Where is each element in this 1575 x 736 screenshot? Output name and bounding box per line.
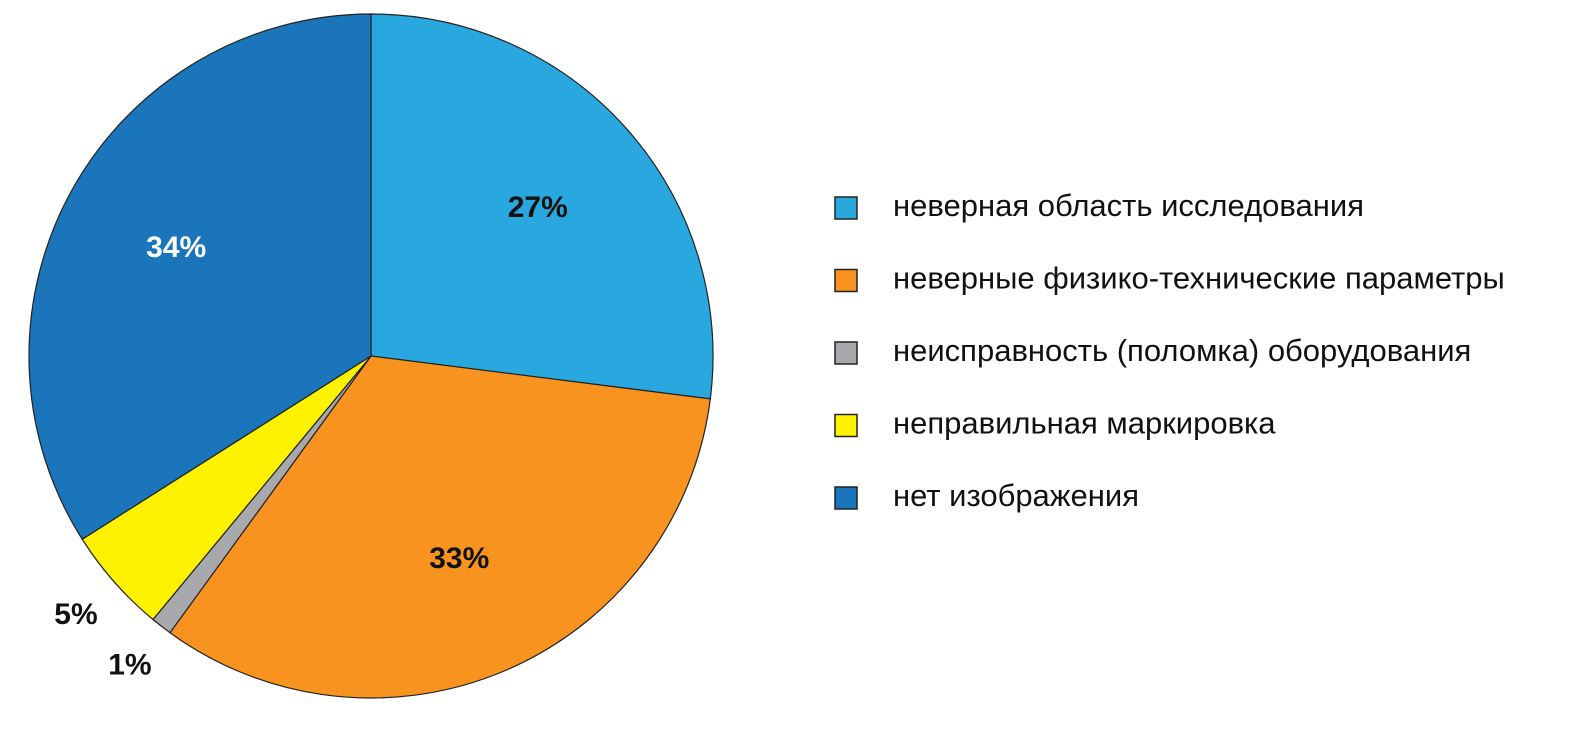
legend-swatch	[834, 196, 858, 220]
data-label: 34%	[146, 231, 206, 264]
data-label: 33%	[429, 542, 489, 575]
pie-slice	[169, 355, 711, 699]
legend-swatch	[834, 486, 858, 510]
data-label: 5%	[54, 598, 97, 631]
pie-slice	[370, 13, 714, 400]
legend-label: нет изображения	[893, 478, 1139, 513]
legend-label: неправильная маркировка	[893, 406, 1276, 441]
legend-label: неисправность (поломка) оборудования	[893, 333, 1471, 368]
data-label: 1%	[108, 649, 151, 682]
legend-swatch	[834, 268, 858, 293]
legend-swatch	[834, 413, 858, 438]
legend-swatch	[834, 341, 858, 365]
legend-label: неверные физико-технические параметры	[893, 261, 1505, 296]
data-label: 27%	[508, 191, 568, 224]
legend-label: неверная область исследования	[893, 188, 1364, 223]
pie-slice	[28, 13, 372, 541]
